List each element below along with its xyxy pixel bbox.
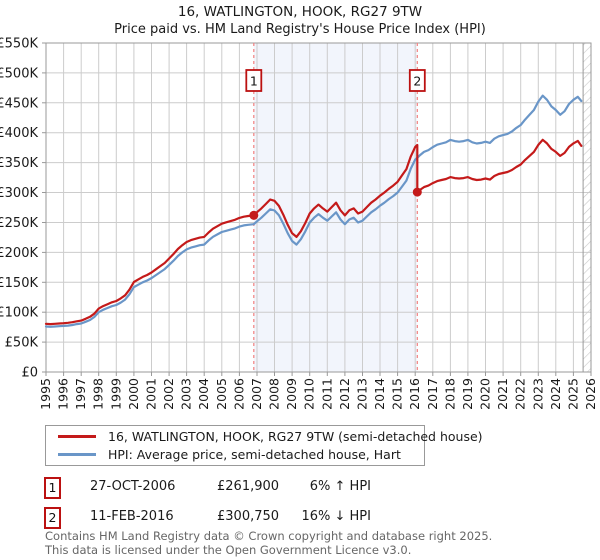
- sale-number-box: [245, 69, 263, 92]
- svg-text:£100K: £100K: [0, 306, 38, 321]
- svg-text:2016: 2016: [407, 378, 422, 410]
- svg-text:2024: 2024: [548, 378, 563, 410]
- svg-text:2014: 2014: [372, 378, 387, 410]
- svg-text:2: 2: [413, 74, 421, 89]
- svg-text:2025: 2025: [565, 378, 580, 410]
- svg-text:1999: 1999: [108, 378, 123, 410]
- between-sales-shade: [253, 43, 418, 372]
- svg-text:2017: 2017: [425, 378, 440, 410]
- svg-text:2012: 2012: [337, 378, 352, 410]
- svg-text:1998: 1998: [91, 378, 106, 410]
- svg-text:2022: 2022: [513, 378, 528, 410]
- legend-label-price: 16, WATLINGTON, HOOK, RG27 9TW (semi-det…: [108, 429, 483, 444]
- sale-number-box: [408, 69, 426, 92]
- sale-1-price: £261,900: [217, 479, 280, 494]
- svg-text:£400K: £400K: [0, 126, 38, 141]
- no-data-hatch: [583, 43, 591, 372]
- series-line: [44, 138, 583, 326]
- svg-text:2003: 2003: [179, 378, 194, 410]
- svg-text:£350K: £350K: [0, 156, 38, 171]
- svg-text:2001: 2001: [144, 378, 159, 410]
- svg-text:1: 1: [250, 74, 258, 89]
- hpi-line-swatch: [58, 453, 96, 456]
- svg-text:2002: 2002: [161, 378, 176, 410]
- footer-line-2: This data is licensed under the Open Gov…: [45, 542, 412, 557]
- sale-2-date: 11-FEB-2016: [90, 509, 174, 524]
- sale-row-2: 2 11-FEB-2016 £300,750 16% ↓ HPI: [0, 507, 600, 529]
- svg-text:£500K: £500K: [0, 66, 38, 81]
- sale-1-date: 27-OCT-2006: [90, 479, 176, 494]
- svg-text:2015: 2015: [390, 378, 405, 410]
- footer-line-1: Contains HM Land Registry data © Crown c…: [45, 529, 493, 543]
- svg-text:1997: 1997: [73, 378, 88, 410]
- svg-text:£0: £0: [21, 366, 38, 381]
- svg-text:2000: 2000: [126, 378, 141, 410]
- svg-text:2021: 2021: [495, 378, 510, 410]
- svg-text:£450K: £450K: [0, 96, 38, 111]
- svg-text:2005: 2005: [214, 378, 229, 410]
- copyright-footer: Contains HM Land Registry data © Crown c…: [45, 529, 493, 557]
- svg-text:2009: 2009: [284, 378, 299, 410]
- svg-text:2010: 2010: [302, 378, 317, 410]
- price-line-swatch: [58, 435, 96, 438]
- legend-label-hpi: HPI: Average price, semi-detached house,…: [108, 447, 401, 462]
- svg-text:2011: 2011: [319, 378, 334, 410]
- page-subtitle: Price paid vs. HM Land Registry's House …: [114, 22, 486, 37]
- legend-item-hpi: HPI: Average price, semi-detached house,…: [58, 447, 424, 462]
- sale-2-price: £300,750: [217, 509, 280, 524]
- svg-text:2020: 2020: [478, 378, 493, 410]
- svg-text:£200K: £200K: [0, 246, 38, 261]
- price-history-chart: 1995 1996 1997 1998 1999 2000 2001 2002 2003 2004…: [0, 37, 598, 410]
- sale-2-marker: 2: [44, 507, 61, 529]
- legend-item-price: 16, WATLINGTON, HOOK, RG27 9TW (semi-det…: [58, 429, 483, 444]
- svg-text:2018: 2018: [442, 378, 457, 410]
- svg-text:2008: 2008: [267, 378, 282, 410]
- svg-text:2004: 2004: [196, 378, 211, 410]
- sale-1-vs-hpi: 6% ↑ HPI: [309, 479, 371, 494]
- sale-2-vs-hpi: 16% ↓ HPI: [301, 509, 371, 524]
- svg-text:2007: 2007: [249, 378, 264, 410]
- sale-1-marker: 1: [44, 477, 61, 499]
- svg-text:2006: 2006: [231, 378, 246, 410]
- sale-row-1: 1 27-OCT-2006 £261,900 6% ↑ HPI: [0, 477, 600, 499]
- chart-legend: 16, WATLINGTON, HOOK, RG27 9TW (semi-det…: [45, 425, 483, 466]
- svg-text:1995: 1995: [38, 378, 53, 410]
- svg-text:2026: 2026: [583, 378, 598, 410]
- sale-dot: [249, 210, 259, 220]
- series-line: [44, 94, 583, 328]
- page-title: 16, WATLINGTON, HOOK, RG27 9TW: [177, 4, 423, 20]
- svg-text:£300K: £300K: [0, 186, 38, 201]
- svg-text:£150K: £150K: [0, 276, 38, 291]
- svg-text:£250K: £250K: [0, 216, 38, 231]
- svg-text:2019: 2019: [460, 378, 475, 410]
- svg-text:1996: 1996: [56, 378, 71, 410]
- sale-dot: [412, 187, 422, 197]
- svg-text:£50K: £50K: [5, 336, 39, 351]
- svg-text:2023: 2023: [530, 378, 545, 410]
- svg-text:2013: 2013: [355, 378, 370, 410]
- svg-text:£550K: £550K: [0, 37, 38, 52]
